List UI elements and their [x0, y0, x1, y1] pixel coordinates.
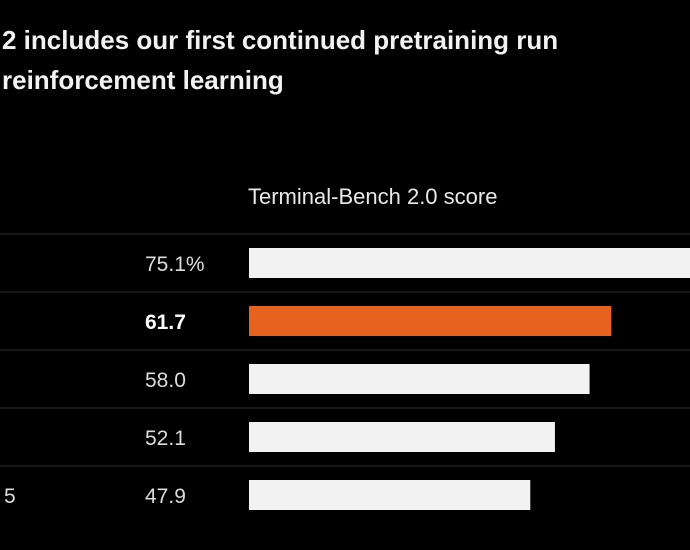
row-label-4: 5	[4, 485, 16, 508]
bar-2	[249, 364, 590, 394]
headline-line-1: 2 includes our first continued pretraini…	[2, 25, 559, 55]
value-label-2: 58.0	[145, 369, 186, 392]
bar-1	[249, 306, 612, 336]
headline: 2 includes our first continued pretraini…	[2, 20, 690, 100]
chart-title: Terminal-Bench 2.0 score	[248, 184, 498, 209]
value-label-1: 61.7	[145, 311, 186, 334]
value-label-4: 47.9	[145, 485, 186, 508]
bar-0	[249, 248, 690, 278]
bar-4	[249, 480, 531, 510]
value-label-3: 52.1	[145, 427, 186, 450]
value-label-0: 75.1%	[145, 253, 205, 276]
bar-3	[249, 422, 555, 452]
headline-line-2: reinforcement learning	[2, 65, 284, 95]
